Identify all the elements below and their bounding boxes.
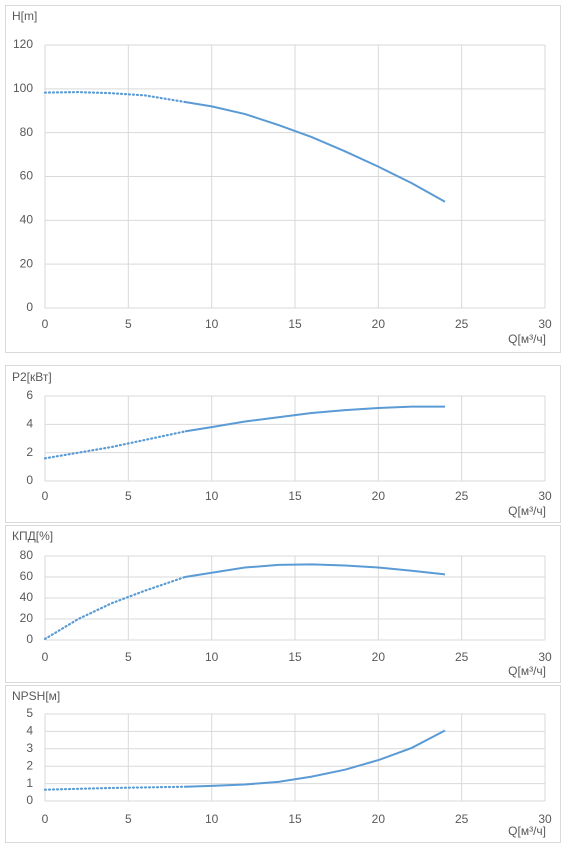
y-tick-label: 60 (20, 169, 34, 183)
y-tick-label: 2 (26, 445, 33, 459)
x-tick-label: 30 (538, 489, 552, 503)
y-tick-label: 0 (26, 300, 33, 314)
y-tick-label: 20 (20, 611, 34, 625)
y-tick-label: 4 (26, 417, 33, 431)
y-tick-label: 120 (13, 37, 33, 51)
y-tick-label: 0 (26, 473, 33, 487)
y-axis-title: NPSH[м] (12, 689, 60, 703)
x-tick-label: 0 (42, 812, 49, 826)
y-tick-label: 40 (20, 590, 34, 604)
y-tick-label: 2 (26, 758, 33, 772)
x-tick-label: 25 (455, 812, 469, 826)
x-axis-title: Q[м³/ч] (508, 824, 546, 838)
y-tick-label: 20 (20, 256, 34, 270)
x-tick-label: 0 (42, 650, 49, 664)
x-tick-label: 20 (372, 489, 386, 503)
x-tick-label: 15 (288, 317, 302, 331)
x-tick-label: 10 (205, 812, 219, 826)
panel-frame (5, 525, 561, 683)
x-tick-label: 5 (125, 489, 132, 503)
y-tick-label: 0 (26, 632, 33, 646)
x-tick-label: 15 (288, 650, 302, 664)
y-axis-title: КПД[%] (12, 529, 53, 543)
y-tick-label: 1 (26, 776, 33, 790)
x-tick-label: 0 (42, 317, 49, 331)
x-axis-title: Q[м³/ч] (508, 664, 546, 678)
series-line (43, 785, 187, 791)
y-tick-label: 80 (20, 548, 34, 562)
series-line (184, 563, 446, 578)
x-tick-label: 20 (372, 650, 386, 664)
y-tick-label: 60 (20, 569, 34, 583)
x-tick-label: 30 (538, 812, 552, 826)
x-tick-label: 25 (455, 317, 469, 331)
x-axis-title: Q[м³/ч] (508, 504, 546, 518)
y-tick-label: 4 (26, 724, 33, 738)
x-axis-title: Q[м³/ч] (508, 332, 546, 346)
y-tick-label: 80 (20, 125, 34, 139)
x-tick-label: 25 (455, 489, 469, 503)
x-tick-label: 5 (125, 317, 132, 331)
y-tick-label: 0 (26, 793, 33, 807)
x-tick-label: 5 (125, 812, 132, 826)
x-tick-label: 5 (125, 650, 132, 664)
y-tick-label: 3 (26, 741, 33, 755)
series-line (43, 91, 187, 104)
series-line (184, 405, 445, 433)
panel-frame (5, 5, 561, 353)
x-tick-label: 30 (538, 317, 552, 331)
x-tick-label: 10 (205, 317, 219, 331)
y-tick-label: 40 (20, 213, 34, 227)
x-tick-label: 15 (288, 812, 302, 826)
y-tick-label: 100 (13, 81, 33, 95)
x-tick-label: 15 (288, 489, 302, 503)
x-tick-label: 20 (372, 812, 386, 826)
y-tick-label: 5 (26, 706, 33, 720)
x-tick-label: 20 (372, 317, 386, 331)
series-line (184, 729, 446, 788)
x-tick-label: 10 (205, 650, 219, 664)
x-tick-label: 25 (455, 650, 469, 664)
y-axis-title: P2[кВт] (12, 370, 52, 384)
series-line (184, 100, 446, 203)
x-tick-label: 10 (205, 489, 219, 503)
y-tick-label: 6 (26, 388, 33, 402)
x-tick-label: 0 (42, 489, 49, 503)
panel-frame (5, 685, 561, 843)
series-line (43, 430, 187, 460)
x-tick-label: 30 (538, 650, 552, 664)
y-axis-title: H[m] (12, 9, 37, 23)
panel-frame (5, 365, 561, 523)
series-line (43, 575, 187, 641)
